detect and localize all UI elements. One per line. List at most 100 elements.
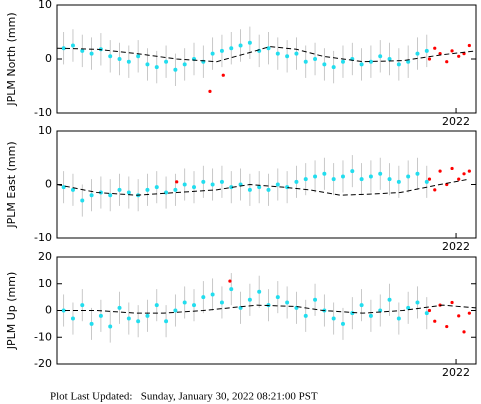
point [387,297,392,302]
point [201,295,206,300]
point [210,51,215,56]
point [285,185,290,190]
outlier-point [427,308,432,313]
point [136,319,141,324]
point [117,305,122,310]
plot-frame [56,256,477,365]
point [80,198,85,203]
point [378,171,383,176]
point [303,59,308,64]
point [164,319,169,324]
point [359,303,364,308]
outlier-point [467,43,471,48]
outlier-point [208,89,212,93]
y-tick-label: -10 [34,330,52,343]
y-tick-label: 20 [38,250,52,263]
point [406,59,411,64]
point [303,313,308,318]
point [396,62,401,67]
point [80,48,85,53]
point [415,171,420,176]
x-tick-label: 2022 [442,240,470,253]
model-line [56,178,470,196]
point [368,59,373,64]
outlier-point [433,319,437,323]
point [285,300,290,305]
point [164,190,169,195]
point [247,40,252,45]
point [61,308,66,313]
point [331,316,336,321]
point [70,316,75,321]
model-line [56,46,477,63]
outlier-point [450,49,454,53]
outlier-point [438,52,442,56]
point [108,54,113,59]
point [145,62,150,67]
y-tick-label: -10 [34,231,52,244]
point [415,300,420,305]
outlier-point [462,330,466,334]
point [424,311,429,316]
point [173,67,178,72]
point [406,174,411,179]
point [210,182,215,187]
plot-frame [56,4,477,114]
point [70,43,75,48]
point [219,48,224,53]
point [247,187,252,192]
y-tick-label: 0 [45,178,52,191]
outlier-point [450,166,454,171]
point [108,324,113,329]
footer: Plot Last Updated: Sunday, January 30, 2… [50,391,318,403]
point [192,303,197,308]
point [275,182,280,187]
point [126,59,131,64]
point [154,185,159,190]
outlier-point [433,46,437,50]
point [164,59,169,64]
point [275,51,280,56]
outlier-point [175,180,179,184]
y-axis-label: JPLM East (mm) [5,141,18,228]
point [424,179,429,184]
point [266,187,271,192]
x-tick-label: 2022 [442,366,470,379]
point [229,287,234,292]
point [154,303,159,308]
outlier-point [228,279,232,283]
point [257,185,262,190]
point [340,321,345,326]
point [154,65,159,70]
point [331,177,336,182]
point [238,43,243,48]
point [89,51,94,56]
outlier-point [221,73,225,77]
point [322,171,327,176]
point [294,179,299,184]
point [126,316,131,321]
outlier-point [462,172,466,176]
point [340,174,345,179]
point [313,57,318,61]
point [368,313,373,318]
point [396,316,401,321]
y-tick-label: 10 [38,277,52,290]
outlier-point [445,324,449,329]
point [61,185,66,190]
outlier-point [427,57,432,61]
outlier-point [450,300,454,305]
point [229,185,234,190]
y-tick-label: -10 [34,106,52,119]
point [89,193,94,198]
y-axis-label: JPLM North (mm) [5,12,18,106]
point [424,48,429,53]
point [396,179,401,184]
point [61,46,66,51]
outlier-point [467,169,471,173]
outlier-point [438,169,442,173]
point [387,57,392,61]
point [173,308,178,313]
point [313,297,318,302]
